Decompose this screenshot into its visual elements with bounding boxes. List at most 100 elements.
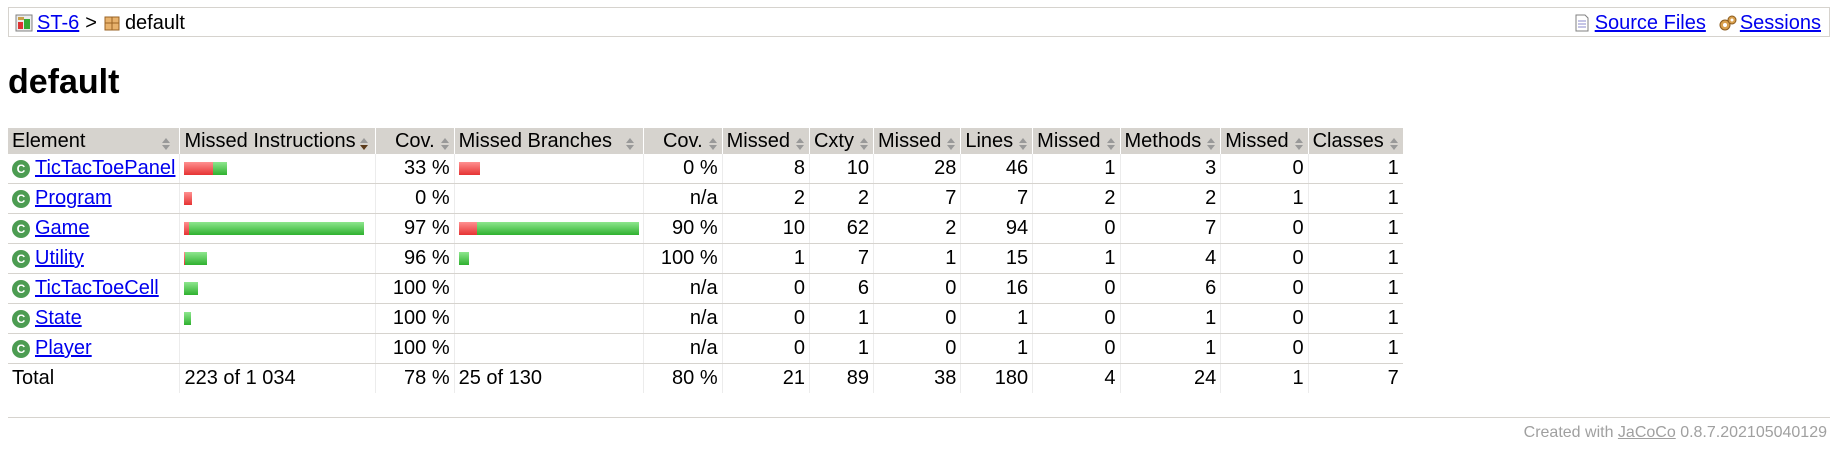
lines-cell: 15 bbox=[960, 243, 1033, 274]
sort-icon bbox=[793, 134, 805, 151]
classes-cell: 1 bbox=[1307, 243, 1403, 274]
missed-lines-cell: 2 bbox=[872, 213, 961, 244]
table-row: C Program 0 % n/a 2 2 7 7 2 2 1 1 bbox=[8, 183, 1403, 214]
missed-bar bbox=[458, 222, 477, 235]
total-missed-methods: 4 bbox=[1032, 363, 1121, 393]
branch-cov-cell: 90 % bbox=[642, 213, 723, 244]
header-lines[interactable]: Lines bbox=[960, 128, 1033, 154]
table-row: C Player 100 % n/a 0 1 0 1 0 1 0 1 bbox=[8, 333, 1403, 364]
lines-cell: 94 bbox=[960, 213, 1033, 244]
cxty-cell: 1 bbox=[808, 303, 874, 334]
header-methods[interactable]: Methods bbox=[1119, 128, 1221, 154]
breadcrumb-separator: > bbox=[85, 11, 97, 34]
jacoco-link[interactable]: JaCoCo bbox=[1617, 424, 1676, 441]
instr-cov-cell: 100 % bbox=[374, 333, 455, 364]
header-missed-instructions[interactable]: Missed Instructions bbox=[179, 128, 376, 154]
cxty-cell: 6 bbox=[808, 273, 874, 304]
header-element[interactable]: Element bbox=[8, 128, 180, 154]
missed-instructions-cell bbox=[179, 183, 376, 214]
header-missed-methods[interactable]: Missed bbox=[1032, 128, 1121, 154]
missed-branches-cell bbox=[453, 273, 644, 304]
element-link[interactable]: Program bbox=[35, 187, 112, 209]
total-label: Total bbox=[12, 367, 55, 389]
sort-down-icon bbox=[359, 134, 371, 151]
methods-cell: 2 bbox=[1119, 183, 1221, 214]
instr-cov-cell: 96 % bbox=[374, 243, 455, 274]
header-cxty[interactable]: Cxty bbox=[808, 128, 874, 154]
missed-classes-cell: 0 bbox=[1220, 333, 1309, 364]
element-link[interactable]: Utility bbox=[35, 247, 84, 269]
element-cell: C Game bbox=[8, 213, 180, 244]
class-icon: C bbox=[12, 249, 30, 268]
missed-instructions-cell bbox=[179, 273, 376, 304]
class-icon: C bbox=[12, 219, 30, 238]
methods-cell: 4 bbox=[1119, 243, 1221, 274]
element-link[interactable]: Player bbox=[35, 337, 92, 359]
missed-cxty-cell: 0 bbox=[721, 273, 810, 304]
package-icon bbox=[103, 14, 121, 32]
breadcrumb-project-link[interactable]: ST-6 bbox=[37, 11, 80, 34]
total-lines: 180 bbox=[960, 363, 1033, 393]
missed-cxty-cell: 2 bbox=[721, 183, 810, 214]
lines-cell: 1 bbox=[960, 303, 1033, 334]
element-link[interactable]: State bbox=[35, 307, 82, 329]
missed-lines-cell: 0 bbox=[872, 333, 961, 364]
header-missed-lines[interactable]: Missed bbox=[872, 128, 961, 154]
instr-cov-cell: 100 % bbox=[374, 273, 455, 304]
missed-classes-cell: 0 bbox=[1220, 273, 1309, 304]
missed-instructions-cell bbox=[179, 243, 376, 274]
element-cell: C Program bbox=[8, 183, 180, 214]
sort-icon bbox=[625, 134, 637, 150]
methods-cell: 1 bbox=[1119, 333, 1221, 364]
missed-instructions-cell bbox=[179, 303, 376, 334]
page-title: default bbox=[8, 63, 120, 101]
methods-cell: 3 bbox=[1119, 154, 1221, 184]
covered-bar bbox=[458, 252, 469, 265]
element-cell: C Player bbox=[8, 333, 180, 364]
element-link[interactable]: TicTacToeCell bbox=[35, 277, 159, 299]
sort-icon bbox=[944, 134, 956, 151]
sort-icon bbox=[438, 134, 450, 151]
total-missed-instructions: 223 of 1 034 bbox=[179, 363, 376, 393]
missed-instructions-cell-bar bbox=[184, 274, 370, 303]
header-instr-cov[interactable]: Cov. bbox=[374, 128, 455, 154]
element-link[interactable]: TicTacToePanel bbox=[35, 157, 176, 179]
branch-cov-cell: n/a bbox=[642, 303, 723, 334]
missed-methods-cell: 0 bbox=[1032, 303, 1121, 334]
missed-lines-cell: 1 bbox=[872, 243, 961, 274]
footer: Created with JaCoCo 0.8.7.202105040129 bbox=[1524, 424, 1827, 442]
class-icon: C bbox=[12, 309, 30, 328]
missed-branches-cell-bar bbox=[459, 334, 639, 363]
class-icon: C bbox=[12, 339, 30, 358]
branch-cov-cell: 0 % bbox=[642, 154, 723, 184]
sessions-icon bbox=[1718, 14, 1737, 32]
missed-branches-cell bbox=[453, 154, 644, 184]
header-classes[interactable]: Classes bbox=[1307, 128, 1403, 154]
lines-cell: 16 bbox=[960, 273, 1033, 304]
missed-branches-cell-bar bbox=[459, 274, 639, 303]
source-files-link[interactable]: Source Files bbox=[1594, 11, 1706, 34]
covered-bar bbox=[184, 282, 199, 295]
covered-bar bbox=[476, 222, 639, 235]
header-branch-cov[interactable]: Cov. bbox=[642, 128, 723, 154]
header-missed-classes[interactable]: Missed bbox=[1220, 128, 1309, 154]
missed-classes-cell: 0 bbox=[1220, 154, 1309, 184]
missed-instructions-cell-bar bbox=[184, 304, 370, 333]
lines-cell: 7 bbox=[960, 183, 1033, 214]
element-link[interactable]: Game bbox=[35, 217, 90, 239]
total-missed-cxty: 21 bbox=[721, 363, 810, 393]
sessions-link[interactable]: Sessions bbox=[1739, 11, 1821, 34]
element-cell: C TicTacToeCell bbox=[8, 273, 180, 304]
cxty-cell: 1 bbox=[808, 333, 874, 364]
sort-icon bbox=[1016, 134, 1028, 151]
missed-methods-cell: 0 bbox=[1032, 273, 1121, 304]
classes-cell: 1 bbox=[1307, 273, 1403, 304]
sort-icon bbox=[1104, 134, 1116, 151]
missed-cxty-cell: 0 bbox=[721, 303, 810, 334]
element-cell: C State bbox=[8, 303, 180, 334]
methods-cell: 1 bbox=[1119, 303, 1221, 334]
header-missed-branches[interactable]: Missed Branches bbox=[453, 128, 644, 154]
sort-icon bbox=[161, 134, 173, 150]
instr-cov-cell: 97 % bbox=[374, 213, 455, 244]
header-missed-cxty[interactable]: Missed bbox=[721, 128, 810, 154]
